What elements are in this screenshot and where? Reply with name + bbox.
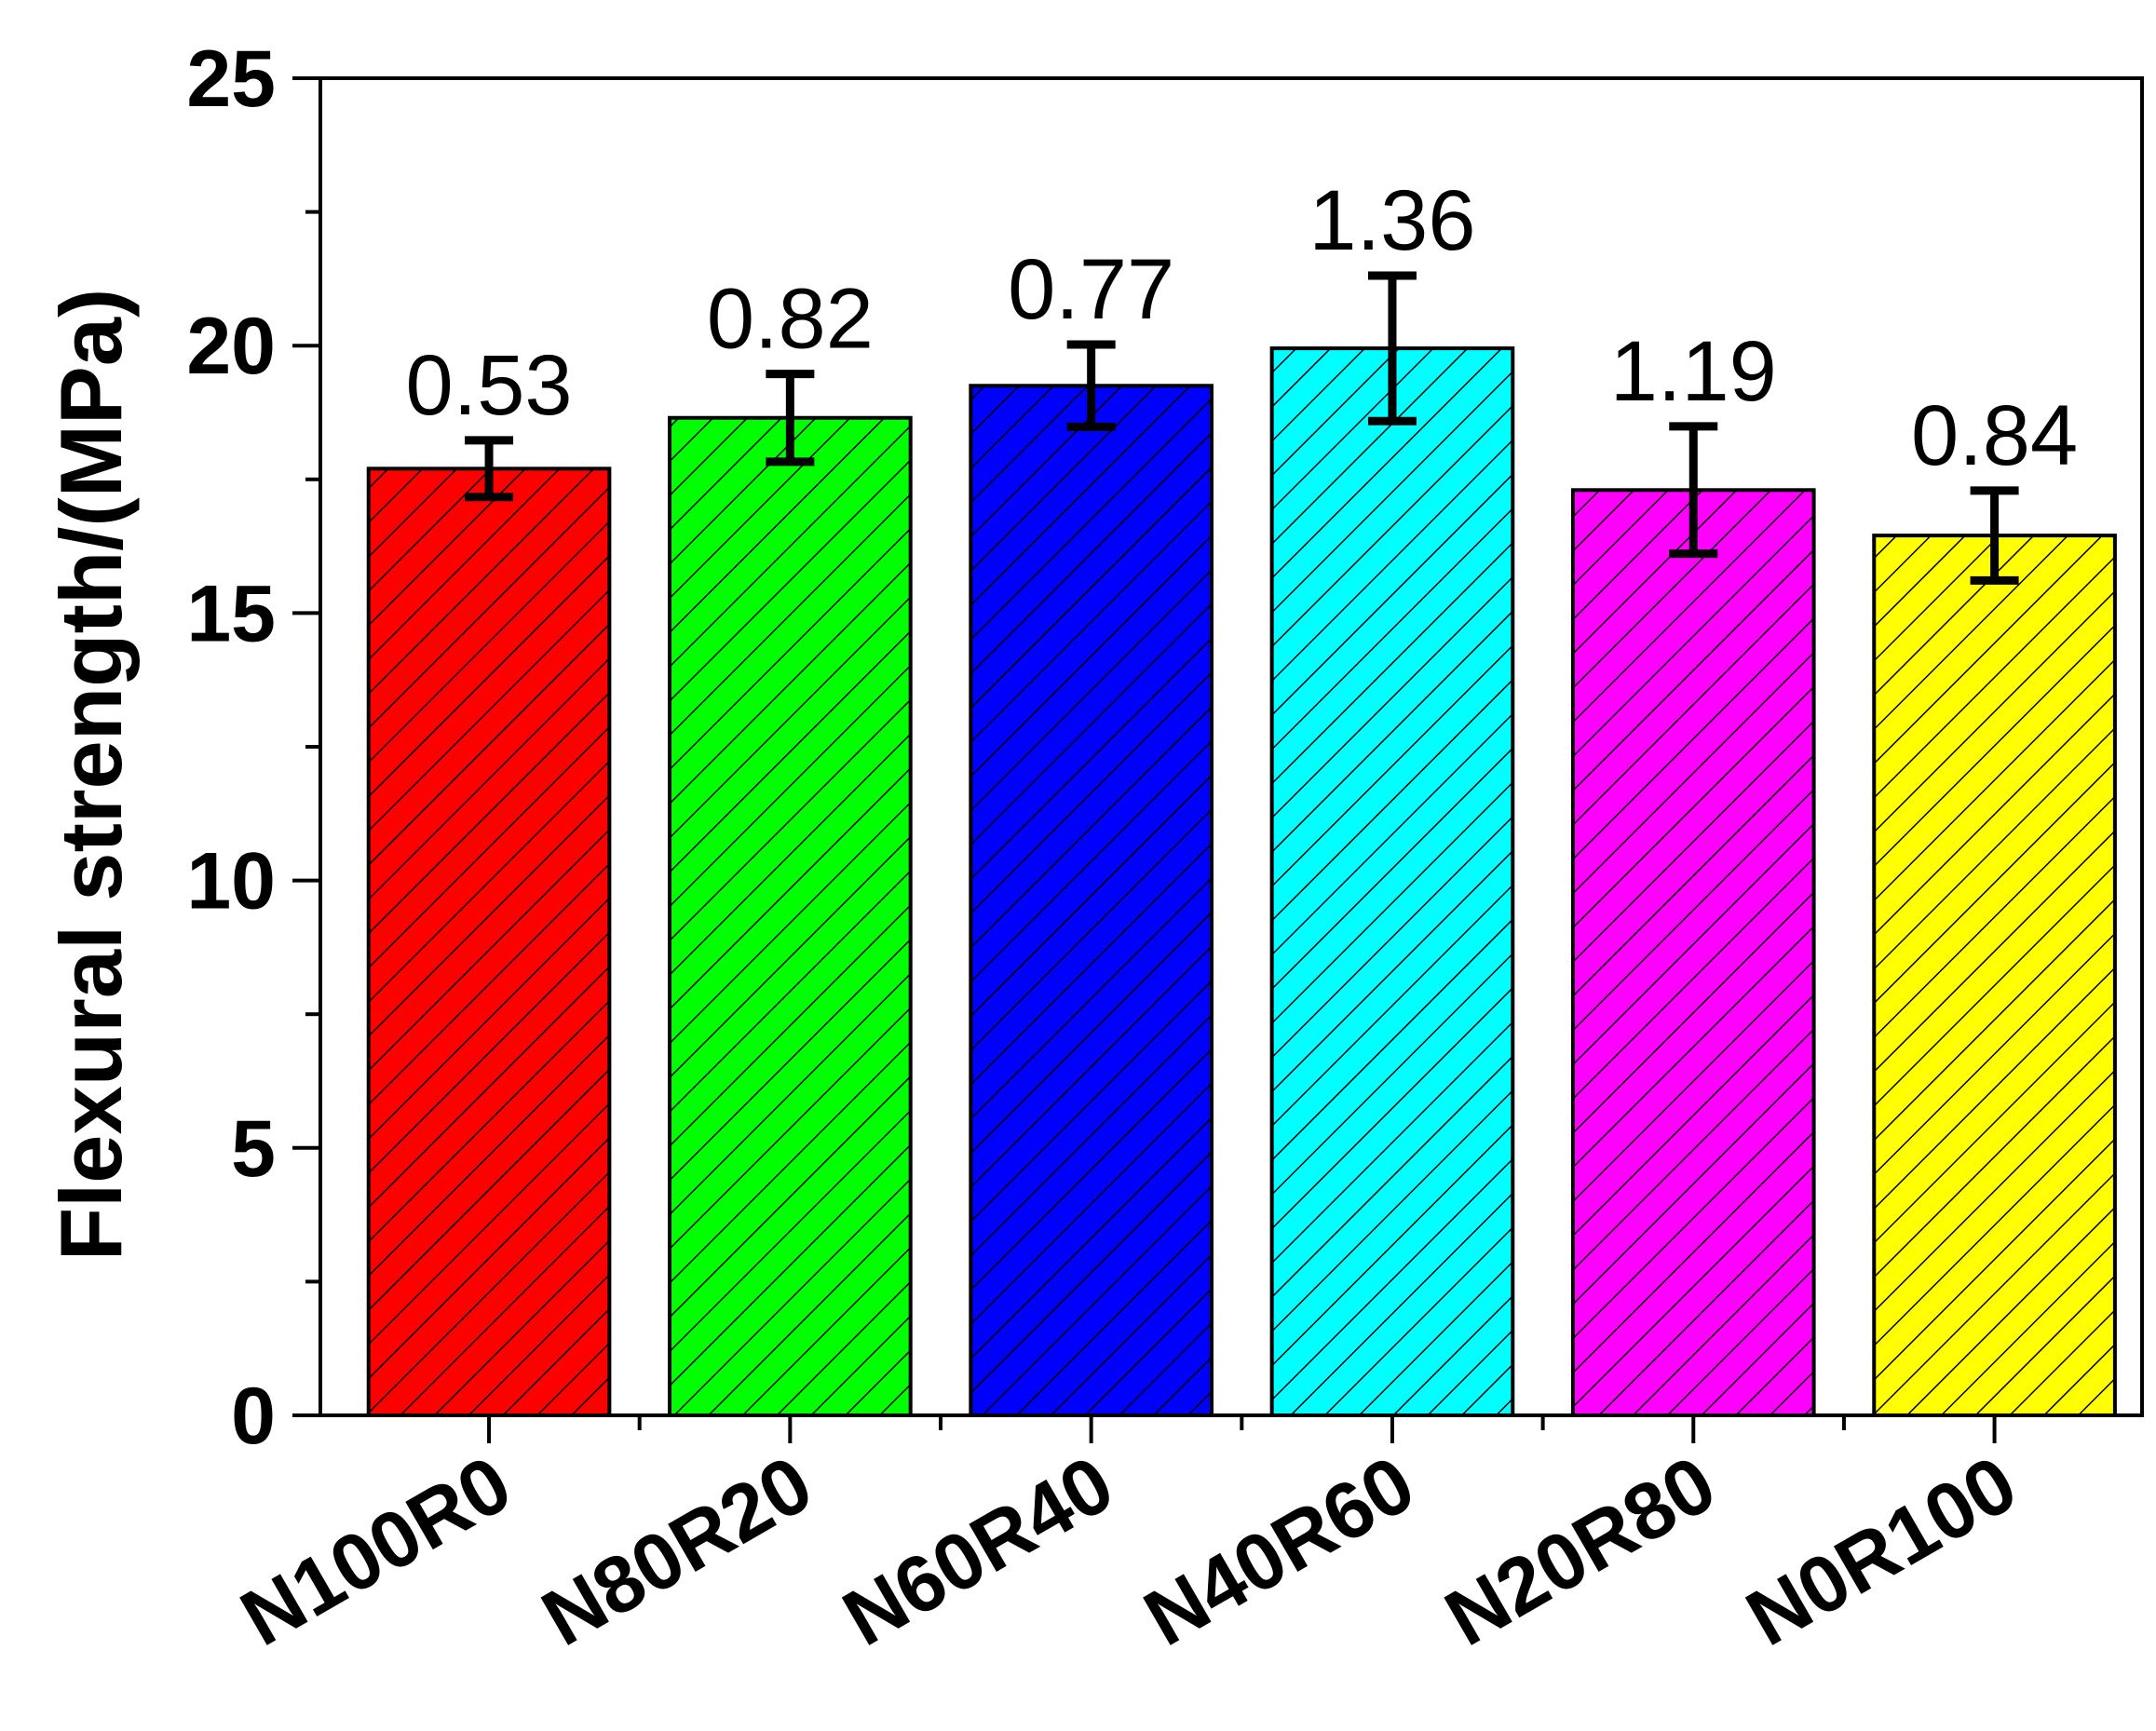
error-bar-n100r0 — [465, 436, 514, 502]
x-tick-label-n20r80: N20R80 — [1431, 1439, 1730, 1663]
error-bar-n80r20 — [766, 370, 815, 467]
x-tick-label-n40r60: N40R60 — [1130, 1439, 1429, 1663]
y-tick-label: 0 — [231, 1372, 276, 1461]
error-bar-n60r40 — [1066, 340, 1116, 432]
bar-n60r40 — [969, 384, 1214, 1417]
y-tick-label: 5 — [231, 1104, 276, 1194]
bar-n40r60 — [1269, 346, 1515, 1417]
x-tick-label-n100r0: N100R0 — [226, 1439, 525, 1663]
y-tick-label: 15 — [186, 569, 276, 658]
error-label-n80r20: 0.82 — [707, 272, 874, 367]
error-bar-n40r60 — [1367, 271, 1417, 426]
y-axis: 0 5 10 15 20 25 — [186, 34, 320, 1461]
data-labels-layer: 0.53 0.82 0.77 1.36 1.19 0.84 — [406, 173, 2079, 483]
error-label-n20r80: 1.19 — [1610, 324, 1777, 419]
y-tick-label: 20 — [186, 302, 276, 391]
error-label-n60r40: 0.77 — [1008, 242, 1174, 337]
bar-n0r100 — [1872, 534, 2117, 1417]
x-tick-label-n0r100: N0R100 — [1732, 1439, 2031, 1663]
y-tick-label: 10 — [186, 837, 276, 926]
error-bar-n0r100 — [1970, 486, 2019, 585]
bars-layer — [366, 346, 2117, 1417]
error-label-n0r100: 0.84 — [1911, 388, 2078, 483]
x-axis: N100R0 N80R20 N60R40 N40R60 N20R80 N0R100 — [226, 1415, 2031, 1663]
error-bar-n20r80 — [1669, 422, 1718, 559]
bar-n100r0 — [366, 467, 612, 1417]
x-tick-label-n60r40: N60R40 — [829, 1439, 1128, 1663]
error-bars-layer — [465, 271, 2019, 585]
y-tick-label: 25 — [186, 34, 276, 124]
bar-n20r80 — [1570, 488, 1816, 1417]
error-label-n40r60: 1.36 — [1309, 173, 1475, 268]
y-axis-title: Flexural strength/(MPa) — [42, 289, 140, 1262]
x-tick-label-n80r20: N80R20 — [528, 1439, 827, 1663]
error-label-n100r0: 0.53 — [406, 338, 573, 433]
bar-n80r20 — [668, 415, 913, 1417]
